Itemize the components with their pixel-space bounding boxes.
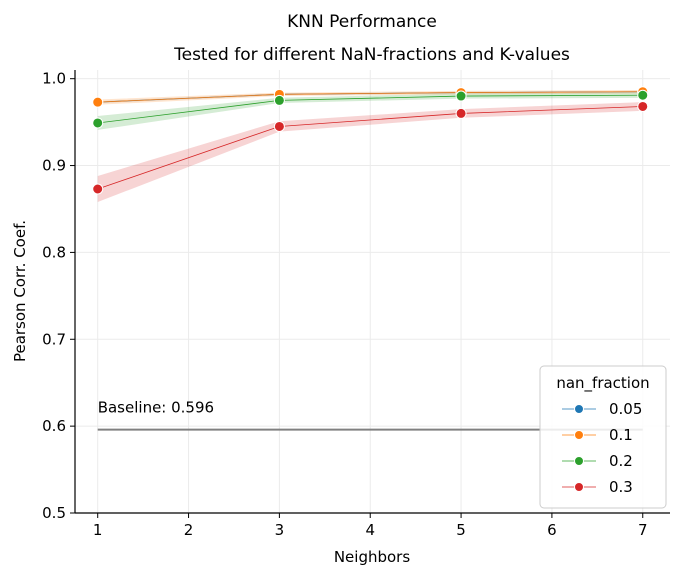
- ci-band-0.2: [97, 92, 643, 130]
- legend-marker-0.2: [574, 456, 584, 466]
- legend-marker-0.3: [574, 482, 584, 492]
- data-point-0.3: [637, 100, 649, 112]
- x-tick-label: 6: [547, 521, 557, 539]
- y-tick-label: 0.6: [42, 417, 66, 435]
- ci-band-0.3: [97, 102, 643, 203]
- y-ticks: 0.5 0.6 0.7 0.8 0.9 1.0: [42, 70, 75, 522]
- data-point-0.3: [455, 107, 467, 119]
- data-point-0.2: [637, 89, 649, 101]
- legend: nan_fraction 0.05 0.1 0.2 0.3: [539, 365, 667, 509]
- data-point-0.1: [92, 96, 104, 108]
- grid: [75, 70, 670, 514]
- legend-label-0.1: 0.1: [609, 426, 633, 444]
- y-tick-label: 0.7: [42, 330, 66, 348]
- y-tick-label: 0.9: [42, 157, 66, 175]
- data-point-0.2: [455, 90, 467, 102]
- legend-label-0.2: 0.2: [609, 452, 633, 470]
- ci-band-0.1: [97, 89, 643, 105]
- x-tick-label: 5: [456, 521, 466, 539]
- y-tick-label: 0.5: [42, 504, 66, 522]
- y-tick-label: 0.8: [42, 243, 66, 261]
- axes: [74, 70, 670, 514]
- series-line-0.1: [97, 91, 643, 103]
- x-axis-label: Neighbors: [334, 548, 411, 566]
- legend-marker-0.1: [574, 430, 584, 440]
- x-tick-label: 2: [184, 521, 194, 539]
- legend-box: [539, 365, 667, 509]
- series-lines: [97, 91, 643, 190]
- data-point-0.2: [273, 94, 285, 106]
- y-tick-label: 1.0: [42, 70, 66, 88]
- baseline-label: Baseline: 0.596: [98, 399, 214, 417]
- x-tick-label: 1: [93, 521, 103, 539]
- x-ticks: 1 2 3 4 5 6 7: [93, 513, 648, 539]
- chart-subtitle: Tested for different NaN-fractions and K…: [173, 45, 570, 65]
- x-tick-label: 7: [638, 521, 648, 539]
- x-tick-label: 4: [365, 521, 375, 539]
- series-line-0.3: [97, 106, 643, 190]
- x-tick-label: 3: [275, 521, 285, 539]
- legend-items: 0.05 0.1 0.2 0.3: [562, 400, 642, 496]
- data-point-0.3: [273, 120, 285, 132]
- legend-label-0.3: 0.3: [609, 478, 633, 496]
- data-point-0.3: [92, 183, 104, 195]
- y-axis-label: Pearson Corr. Coef.: [11, 220, 29, 362]
- legend-title: nan_fraction: [556, 374, 649, 393]
- series-line-0.2: [97, 94, 643, 124]
- legend-label-0.05: 0.05: [609, 400, 642, 418]
- series-points: [92, 86, 649, 195]
- legend-marker-0.05: [574, 404, 584, 414]
- chart-title: KNN Performance: [287, 12, 437, 32]
- data-point-0.2: [92, 117, 104, 129]
